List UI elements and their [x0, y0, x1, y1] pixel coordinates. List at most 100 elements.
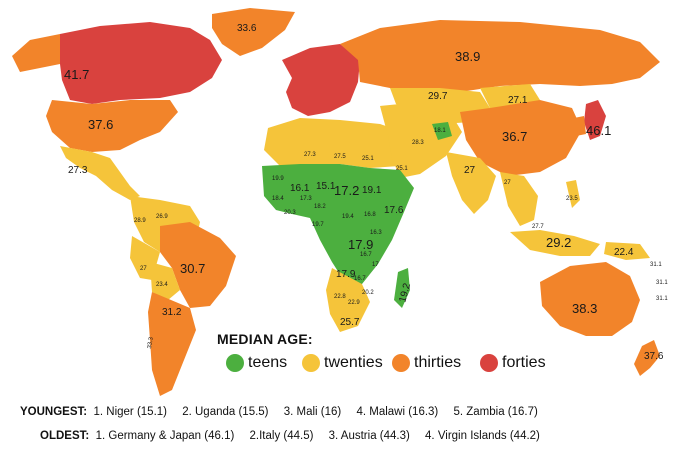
- ethiopia-value: 17.6: [384, 205, 404, 216]
- new-zealand-region: [634, 340, 660, 376]
- youngest-item: 4. Malawi (16.3): [356, 406, 439, 418]
- nigeria-value: 18.2: [314, 204, 326, 210]
- greenland-region: [212, 8, 295, 56]
- algeria-value: 27.3: [304, 152, 316, 158]
- png-value: 22.4: [614, 247, 634, 258]
- youngest-row: YOUNGEST: 1. Niger (15.1) 2. Uganda (15.…: [0, 406, 683, 418]
- chad-value: 17.2: [334, 183, 360, 198]
- west-africa-value-4: 17.3: [300, 196, 312, 202]
- peru-region: [130, 236, 160, 280]
- brazil-region: [160, 222, 236, 308]
- india-region: [446, 152, 496, 214]
- oldest-item: 1. Germany & Japan (46.1): [95, 430, 235, 442]
- west-africa-value-3: 18.4: [272, 196, 284, 202]
- central-africa-value-2: 19.7: [312, 222, 324, 228]
- kenya-value: 19.4: [342, 214, 354, 220]
- sub-saharan-africa-region: [262, 164, 414, 284]
- egypt-value: 25.1: [362, 156, 374, 162]
- southern-africa-region: [326, 268, 370, 332]
- oldest-item: 3. Austria (44.3): [328, 430, 410, 442]
- philippines-value: 23.5: [566, 196, 578, 202]
- south-africa-value: 25.7: [340, 317, 360, 328]
- west-africa-value-1: 19.9: [272, 176, 284, 182]
- colombia-value: 28.9: [134, 218, 146, 224]
- legend-label-forties: forties: [502, 354, 546, 371]
- alaska-region: [12, 34, 66, 72]
- mongolia-value: 27.1: [508, 95, 528, 106]
- afghanistan-value: 18.1: [434, 128, 446, 134]
- youngest-item: 2. Uganda (15.5): [182, 406, 269, 418]
- twenties-swatch: [302, 354, 320, 372]
- drc-value: 17.9: [348, 237, 374, 252]
- legend-item-forties: forties: [480, 353, 546, 373]
- peru-value: 27: [140, 266, 147, 272]
- oldest-item: 4. Virgin Islands (44.2): [425, 430, 540, 442]
- australia-value: 38.3: [572, 301, 598, 316]
- legend-title: MEDIAN AGE:: [217, 331, 313, 347]
- japan-value: 46.1: [586, 123, 612, 138]
- youngest-item: 5. Zambia (16.7): [453, 406, 538, 418]
- new-zealand-value: 37.6: [644, 351, 664, 362]
- oceania-value-1: 31.1: [650, 262, 662, 268]
- legend-item-twenties: twenties: [302, 353, 383, 373]
- brazil-value: 30.7: [180, 261, 206, 276]
- indonesia-region: [510, 230, 600, 256]
- myanmar-value: 27: [504, 180, 511, 186]
- mexico-region: [60, 146, 140, 200]
- argentina-value: 31.2: [162, 307, 182, 318]
- botswana-value: 22.9: [348, 300, 360, 306]
- youngest-heading: YOUNGEST:: [20, 406, 88, 418]
- usa-value: 37.6: [88, 117, 114, 132]
- indonesia-value: 29.2: [546, 235, 572, 250]
- angola-value: 17.9: [336, 269, 356, 280]
- png-region: [604, 242, 650, 260]
- afghanistan-region: [432, 122, 452, 140]
- west-africa-value-2: 20.3: [284, 210, 296, 216]
- europe-region: [282, 44, 360, 116]
- libya-value: 27.5: [334, 154, 346, 160]
- niger-value: 15.1: [316, 181, 336, 192]
- iran-value: 28.3: [412, 140, 424, 146]
- thirties-swatch: [392, 354, 410, 372]
- east-africa-value-2: 16.7: [360, 252, 372, 258]
- oldest-item: 2.Italy (44.5): [249, 430, 314, 442]
- usa-region: [46, 100, 178, 152]
- namibia-value: 22.8: [334, 294, 346, 300]
- zambia-value: 16.7: [354, 276, 366, 282]
- china-value: 36.7: [502, 129, 528, 144]
- southern-cone-region: [148, 292, 196, 396]
- mexico-value: 27.3: [68, 165, 88, 176]
- mozambique-value: 17: [372, 262, 379, 268]
- legend-item-thirties: thirties: [392, 353, 461, 373]
- venezuela-value: 26.9: [156, 214, 168, 220]
- teens-swatch: [226, 354, 244, 372]
- india-value: 27: [464, 165, 476, 176]
- legend-label-teens: teens: [248, 354, 288, 371]
- oldest-heading: OLDEST:: [40, 430, 90, 442]
- canada-value: 41.7: [64, 67, 90, 82]
- madagascar-region: [394, 268, 410, 308]
- philippines-region: [566, 180, 580, 208]
- north-africa-region: [264, 118, 410, 168]
- bolivia-value: 23.4: [156, 282, 168, 288]
- oldest-row: OLDEST: 1. Germany & Japan (46.1) 2.Ital…: [0, 430, 683, 442]
- youngest-item: 3. Mali (16): [283, 406, 342, 418]
- legend-item-teens: teens: [226, 353, 287, 373]
- east-africa-value-1: 16.3: [370, 230, 382, 236]
- legend-label-twenties: twenties: [324, 354, 383, 371]
- japan-region: [584, 100, 606, 140]
- youngest-item: 1. Niger (15.1): [93, 406, 167, 418]
- russia-value: 38.9: [455, 49, 481, 64]
- central-africa-value-1: 16.8: [364, 212, 376, 218]
- australia-region: [540, 262, 640, 336]
- china-region: [460, 100, 582, 176]
- bolivia-region: [150, 262, 180, 300]
- legend-label-thirties: thirties: [414, 354, 462, 371]
- kazakhstan-value: 29.7: [428, 91, 448, 102]
- oceania-value-2: 31.1: [656, 280, 668, 286]
- russia-region: [340, 20, 660, 92]
- zimbabwe-value: 20.2: [362, 290, 374, 296]
- world-median-age-map: [12, 8, 660, 396]
- greenland-value: 33.6: [237, 23, 257, 34]
- canada-region: [60, 22, 222, 104]
